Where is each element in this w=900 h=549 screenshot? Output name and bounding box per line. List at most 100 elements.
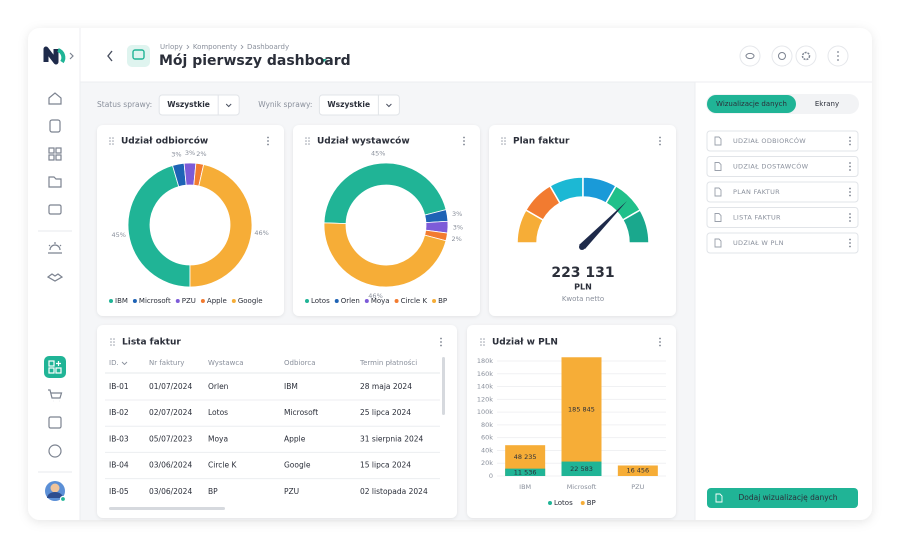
drag-dot: [480, 344, 482, 346]
preview-button[interactable]: [739, 45, 761, 67]
file-icon: [714, 187, 722, 197]
back-button[interactable]: [107, 50, 113, 62]
bar-value-label: 16 456: [626, 467, 649, 475]
x-tick-label: IBM: [519, 483, 531, 491]
cart-icon[interactable]: [48, 389, 63, 402]
drag-dot: [504, 143, 506, 145]
y-tick-label: 140k: [477, 383, 493, 391]
home-icon[interactable]: [48, 92, 62, 105]
horizontal-scrollbar[interactable]: [109, 507, 225, 510]
calendar-icon[interactable]: [48, 416, 62, 429]
breadcrumb-item: Dashboardy: [247, 43, 289, 51]
tab-active[interactable]: [707, 95, 796, 113]
widget-list-label: PLAN FAKTUR: [733, 188, 780, 196]
table-cell: 02 listopada 2024: [360, 487, 428, 496]
page-icon: [127, 45, 150, 67]
online-status: [59, 495, 67, 503]
bar-value-label: 11 536: [514, 468, 537, 476]
chart-card: [97, 125, 284, 316]
file-icon: [714, 162, 722, 171]
legend-label: PZU: [182, 297, 196, 305]
drag-dot: [504, 137, 506, 139]
header-icons: [107, 45, 849, 67]
menu-dot: [849, 220, 851, 222]
menu-dot: [849, 162, 851, 164]
slice-label: 3%: [171, 150, 181, 158]
sidebar: [38, 46, 74, 503]
briefcase-icon[interactable]: [48, 204, 62, 215]
settings-button[interactable]: [795, 45, 817, 67]
menu-dot: [659, 140, 661, 142]
drag-dot: [480, 338, 482, 340]
legend-label: IBM: [115, 297, 128, 305]
handshake-icon[interactable]: [46, 273, 64, 282]
slice-label: 2%: [196, 150, 206, 158]
y-tick-label: 60k: [481, 434, 493, 442]
bar: [505, 468, 546, 476]
drag-dot: [110, 344, 112, 346]
widget-list-item[interactable]: [706, 232, 859, 254]
drag-dot: [501, 137, 503, 139]
menu-dot: [440, 344, 442, 347]
table-cell: 05/07/2023: [149, 434, 192, 443]
bar: [561, 461, 602, 476]
table-cell: IBM: [284, 382, 298, 391]
chart-card: [293, 125, 480, 316]
breadcrumb-item: Urlopy: [160, 43, 183, 51]
content: Urlopy Komponenty Dashboardy Mój pierwszy d…: [97, 43, 859, 518]
drag-dot: [305, 140, 307, 142]
legend-swatch: [364, 299, 369, 303]
table-cell: Google: [284, 461, 311, 470]
menu-dot: [659, 341, 661, 343]
gauge-hub: [579, 244, 585, 250]
y-tick-label: 40k: [481, 446, 493, 454]
legend-swatch: [200, 299, 205, 303]
legend-swatch: [175, 299, 180, 303]
drag-dot: [483, 338, 485, 340]
active-nav-item[interactable]: [44, 356, 66, 378]
table-cell: 03/06/2024: [149, 487, 192, 496]
grid-icon[interactable]: [48, 147, 62, 161]
widget-list-item[interactable]: [706, 156, 859, 177]
add-widget-button[interactable]: [707, 488, 858, 508]
file-icon: [714, 238, 722, 248]
table-cell: 03/06/2024: [149, 461, 192, 470]
menu-dot: [849, 213, 851, 215]
document-icon[interactable]: [49, 119, 61, 133]
table-cell: 31 sierpnia 2024: [360, 434, 424, 443]
gauge-segment: [621, 208, 650, 244]
menu-dot: [659, 143, 661, 146]
widget-list-item[interactable]: [706, 207, 859, 228]
filter-select[interactable]: [318, 94, 400, 116]
breadcrumb-item: Komponenty: [193, 43, 237, 51]
filter-select[interactable]: [158, 94, 240, 116]
bar: [561, 357, 602, 476]
folder-icon[interactable]: [48, 176, 62, 188]
tab: Ekrany: [815, 100, 839, 108]
gauge-needle: [579, 201, 627, 249]
widget-list-item[interactable]: [706, 181, 859, 203]
legend-label: BP: [587, 499, 596, 507]
column-header: Odbiorca: [284, 359, 316, 367]
expand-icon[interactable]: [69, 52, 74, 60]
button-label: Dodaj wizualizację danych: [738, 493, 837, 502]
vertical-scrollbar[interactable]: [442, 357, 445, 415]
gauge-caption: Kwota netto: [562, 295, 604, 303]
card-title: Plan faktur: [513, 137, 570, 147]
drag-dot: [504, 140, 506, 142]
sun-icon[interactable]: [48, 242, 62, 254]
help-icon[interactable]: [48, 444, 62, 458]
drag-dot: [480, 341, 482, 343]
drag-dot: [112, 137, 114, 139]
widget-list-item[interactable]: [706, 130, 859, 152]
legend-swatch: [305, 299, 309, 303]
row-id: IB-03: [109, 434, 129, 443]
menu-dot: [849, 216, 851, 219]
card-title: Udział w PLN: [492, 338, 558, 348]
history-button[interactable]: [771, 45, 793, 67]
title-dropdown[interactable]: [321, 59, 327, 62]
legend-label: Lotos: [554, 499, 573, 507]
avatar-face: [50, 483, 60, 493]
table-cell: PZU: [284, 487, 299, 496]
